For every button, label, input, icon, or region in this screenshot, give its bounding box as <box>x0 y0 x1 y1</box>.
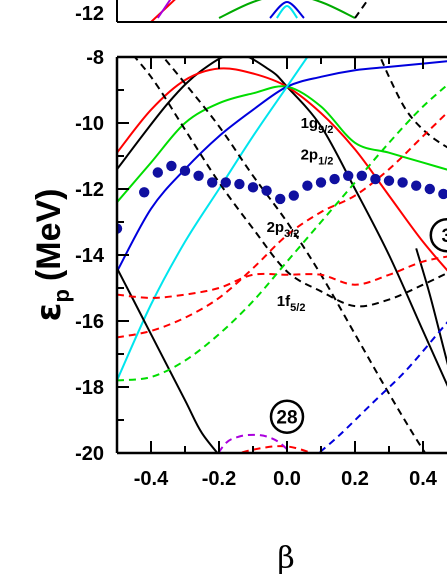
y-axis-unit: (MeV) <box>30 189 68 282</box>
series-line <box>236 445 315 453</box>
x-tick-label: 0.4 <box>409 468 438 490</box>
magic-number-circle <box>269 399 305 434</box>
fermi-point <box>179 165 191 177</box>
level-label: 1g9/2 <box>301 115 334 136</box>
fermi-point <box>302 180 313 191</box>
y-axis-title: εp (MeV) <box>29 189 74 322</box>
level-label: 2p3/2 <box>267 219 300 240</box>
series-line <box>117 57 309 381</box>
fermi-point <box>370 173 381 185</box>
magic-number-label: 3 <box>442 226 447 247</box>
level-labels-layer: 1g9/2 2p1/2 2p3/2 1f5/2 <box>267 115 334 314</box>
top-series-line <box>218 0 356 19</box>
y-axis-subscript: p <box>49 289 74 302</box>
y-tick-label: -10 <box>75 113 104 135</box>
series-line <box>379 57 447 149</box>
top-series-line <box>275 4 299 19</box>
y-tick-label: -20 <box>75 443 104 465</box>
level-label: 2p1/2 <box>301 146 334 167</box>
fermi-point <box>207 177 218 188</box>
fermi-point <box>139 187 150 198</box>
fermi-point <box>166 160 177 172</box>
top-panel-tick-label: -12 <box>75 3 104 25</box>
series-line <box>415 248 447 366</box>
fermi-point <box>315 177 327 188</box>
level-label: 1f5/2 <box>277 293 306 314</box>
top-series-line <box>150 0 176 22</box>
y-tick-label: -8 <box>86 47 104 69</box>
fermi-point <box>438 188 447 200</box>
y-tick-label: -12 <box>75 179 104 201</box>
fermi-point <box>275 193 286 205</box>
fermi-point <box>247 182 259 193</box>
fermi-point <box>117 223 123 234</box>
series-line <box>117 267 219 453</box>
main-panel: -0.4 -0.2 0.0 0.2 0.4 -20 -18 -16 -14 -12 -10 -8 1g… <box>75 47 447 490</box>
magic-numbers-layer: 28 3 <box>269 217 447 434</box>
series-line <box>117 111 447 339</box>
svg-text:εp(MeV): εp (MeV) <box>29 189 74 322</box>
fermi-point <box>356 170 367 181</box>
top-series-line <box>156 0 172 19</box>
series-line <box>117 255 447 299</box>
fermi-point <box>397 177 408 188</box>
y-tick-label: -16 <box>75 311 104 333</box>
series-layer <box>117 57 447 453</box>
x-tick-label: 0.2 <box>341 468 369 490</box>
fermi-point <box>220 177 231 188</box>
top-series-line <box>354 0 369 19</box>
series-line <box>133 57 447 308</box>
fermi-points-layer <box>117 160 447 234</box>
axes-layer <box>115 55 447 455</box>
fermi-point <box>411 180 422 191</box>
series-line <box>317 321 447 453</box>
ticks-layer: -0.4 -0.2 0.0 0.2 0.4 -20 -18 -16 -14 -12 -10 -8 <box>75 47 438 490</box>
series-line <box>117 67 447 272</box>
fermi-point <box>329 173 340 185</box>
series-line <box>117 83 447 382</box>
fermi-point <box>152 167 163 178</box>
fermi-point <box>343 170 354 181</box>
top-panel: -12 <box>75 0 447 25</box>
y-tick-label: -18 <box>75 377 104 399</box>
fermi-point <box>288 190 299 201</box>
series-line <box>161 57 427 453</box>
x-tick-label: 0.0 <box>273 468 301 490</box>
fermi-point <box>424 183 435 195</box>
fermi-point <box>193 170 204 181</box>
x-tick-label: -0.4 <box>134 468 169 490</box>
top-panel-series <box>150 0 369 22</box>
fermi-point <box>383 175 395 186</box>
y-axis-symbol: ε <box>29 303 69 322</box>
top-series-line <box>269 0 305 19</box>
fermi-point <box>234 178 245 190</box>
series-line <box>217 433 292 453</box>
y-tick-label: -14 <box>75 245 105 267</box>
fermi-point <box>261 185 272 196</box>
x-axis-title: β <box>277 541 294 576</box>
x-tick-label: -0.2 <box>202 468 236 490</box>
magic-number-label: 28 <box>276 408 297 429</box>
